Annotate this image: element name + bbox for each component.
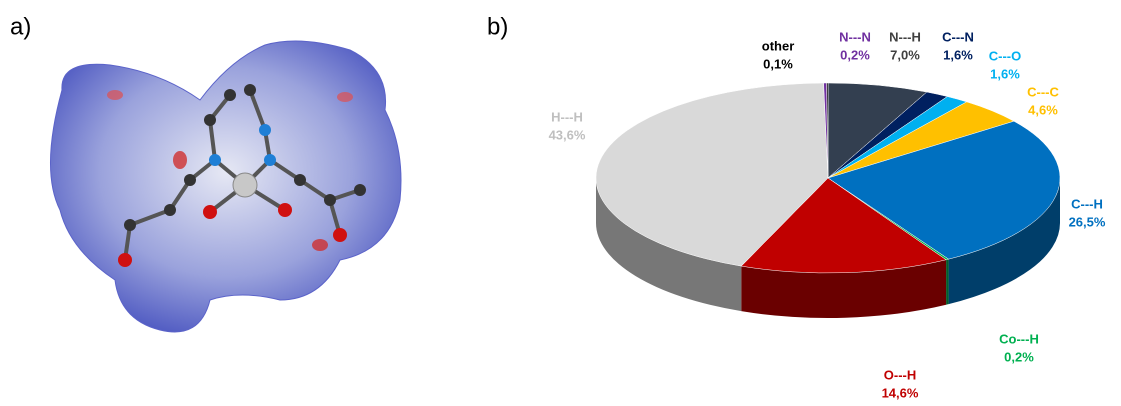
panel-label: b) bbox=[487, 13, 508, 40]
pie-slice bbox=[826, 82, 829, 179]
pie-slice bbox=[740, 177, 947, 274]
panel-label: a) bbox=[10, 13, 31, 40]
slice-label: N---H bbox=[889, 29, 921, 44]
molecule-image bbox=[50, 40, 402, 333]
slice-value-label: 0,1% bbox=[763, 56, 793, 71]
slice-label: C---O bbox=[989, 48, 1022, 63]
pie-slice-side bbox=[741, 259, 947, 319]
slice-label: Co---H bbox=[999, 331, 1039, 346]
pie-chart: N---H 7,0% C---N 1,6% C---O 1,6% C---C 4,6% C---… bbox=[549, 29, 1106, 400]
slice-label: C---H bbox=[1071, 196, 1103, 211]
slice-value-label: 26,5% bbox=[1069, 214, 1106, 229]
slice-value-label: 14,6% bbox=[882, 385, 919, 400]
slice-label: C---C bbox=[1027, 84, 1059, 99]
slice-value-label: 4,6% bbox=[1028, 102, 1058, 117]
slice-label: other bbox=[762, 38, 795, 53]
slice-value-label: 7,0% bbox=[890, 47, 920, 62]
pie-slice bbox=[827, 82, 928, 179]
slice-value-label: 1,6% bbox=[990, 66, 1020, 81]
pie-slice-side bbox=[946, 259, 949, 305]
pie-slice-side bbox=[596, 178, 742, 312]
slice-label: C---N bbox=[942, 29, 974, 44]
pie-slice-side bbox=[948, 178, 1060, 305]
slice-label: H---H bbox=[551, 109, 583, 124]
slice-label: N---N bbox=[839, 29, 871, 44]
slice-value-label: 0,2% bbox=[840, 47, 870, 62]
slice-value-label: 43,6% bbox=[549, 127, 586, 142]
pie-slice bbox=[595, 82, 829, 267]
pie-slice bbox=[827, 120, 1061, 260]
slice-label: O---H bbox=[884, 367, 917, 382]
slice-value-label: 0,2% bbox=[1004, 349, 1034, 364]
slice-value-label: 1,6% bbox=[943, 47, 973, 62]
